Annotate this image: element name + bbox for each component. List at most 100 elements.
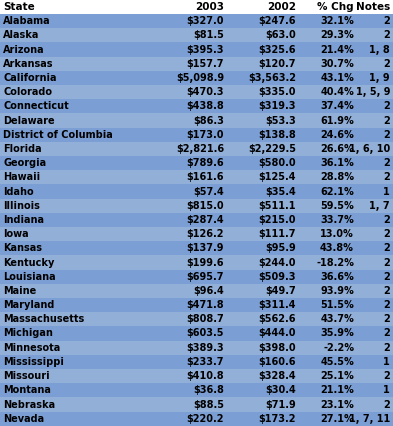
Bar [155,213,227,227]
Text: $71.9: $71.9 [265,400,296,409]
Bar [0,256,155,270]
Text: $35.4: $35.4 [265,187,296,196]
Bar [357,71,393,85]
Bar [0,170,155,184]
Text: Notes: Notes [356,2,390,12]
Bar [227,57,299,71]
Text: State: State [3,2,35,12]
Text: 2003: 2003 [195,2,224,12]
Text: 2: 2 [383,300,390,310]
Text: Maine: Maine [3,286,36,296]
Bar [155,284,227,298]
Text: Michigan: Michigan [3,328,53,339]
Text: $63.0: $63.0 [265,30,296,40]
Bar [155,397,227,412]
Text: $398.0: $398.0 [258,343,296,353]
Bar [0,28,155,43]
Text: Minnesota: Minnesota [3,343,60,353]
Text: $30.4: $30.4 [265,385,296,395]
Text: $199.6: $199.6 [187,257,224,268]
Bar [0,113,155,128]
Bar [357,355,393,369]
Text: $603.5: $603.5 [187,328,224,339]
Bar [299,284,357,298]
Text: 2: 2 [383,158,390,168]
Text: 2: 2 [383,59,390,69]
Bar [0,199,155,213]
Text: 1: 1 [383,357,390,367]
Bar [357,184,393,199]
Text: $410.8: $410.8 [186,371,224,381]
Bar [357,43,393,57]
Bar [299,199,357,213]
Bar [299,312,357,326]
Text: Colorado: Colorado [3,87,52,97]
Text: 35.9%: 35.9% [320,328,354,339]
Bar [155,57,227,71]
Bar [0,298,155,312]
Bar [227,43,299,57]
Bar [357,0,393,14]
Text: $327.0: $327.0 [187,16,224,26]
Text: -2.2%: -2.2% [323,343,354,353]
Text: $247.6: $247.6 [259,16,296,26]
Bar [299,170,357,184]
Bar [155,412,227,426]
Bar [0,241,155,256]
Bar [0,369,155,383]
Bar [227,256,299,270]
Text: 1: 1 [383,385,390,395]
Bar [227,326,299,341]
Text: 2: 2 [383,215,390,225]
Bar [227,341,299,355]
Bar [155,341,227,355]
Text: Illinois: Illinois [3,201,40,211]
Bar [0,99,155,113]
Bar [0,184,155,199]
Bar [299,71,357,85]
Text: 2: 2 [383,314,390,324]
Text: 2: 2 [383,115,390,126]
Bar [0,312,155,326]
Bar [357,14,393,28]
Text: 23.1%: 23.1% [320,400,354,409]
Text: $173.2: $173.2 [259,414,296,424]
Bar [155,298,227,312]
Bar [357,383,393,397]
Text: 1, 7, 11: 1, 7, 11 [349,414,390,424]
Text: 2: 2 [383,400,390,409]
Bar [227,312,299,326]
Text: $562.6: $562.6 [259,314,296,324]
Bar [227,28,299,43]
Text: 27.1%: 27.1% [320,414,354,424]
Bar [0,227,155,241]
Text: $695.7: $695.7 [187,272,224,282]
Bar [227,170,299,184]
Text: $325.6: $325.6 [259,44,296,55]
Bar [357,128,393,142]
Bar [155,43,227,57]
Text: 2: 2 [383,130,390,140]
Text: Nevada: Nevada [3,414,44,424]
Bar [227,213,299,227]
Bar [0,71,155,85]
Text: Montana: Montana [3,385,51,395]
Text: 59.5%: 59.5% [320,201,354,211]
Text: 1, 9: 1, 9 [369,73,390,83]
Text: $161.6: $161.6 [187,172,224,182]
Bar [299,397,357,412]
Bar [357,270,393,284]
Bar [227,270,299,284]
Bar [357,213,393,227]
Bar [155,355,227,369]
Text: $126.2: $126.2 [187,229,224,239]
Text: $138.8: $138.8 [258,130,296,140]
Bar [299,383,357,397]
Bar [299,213,357,227]
Text: Arkansas: Arkansas [3,59,53,69]
Text: 2: 2 [383,101,390,111]
Text: 26.6%: 26.6% [320,144,354,154]
Bar [227,383,299,397]
Bar [227,85,299,99]
Text: $511.1: $511.1 [259,201,296,211]
